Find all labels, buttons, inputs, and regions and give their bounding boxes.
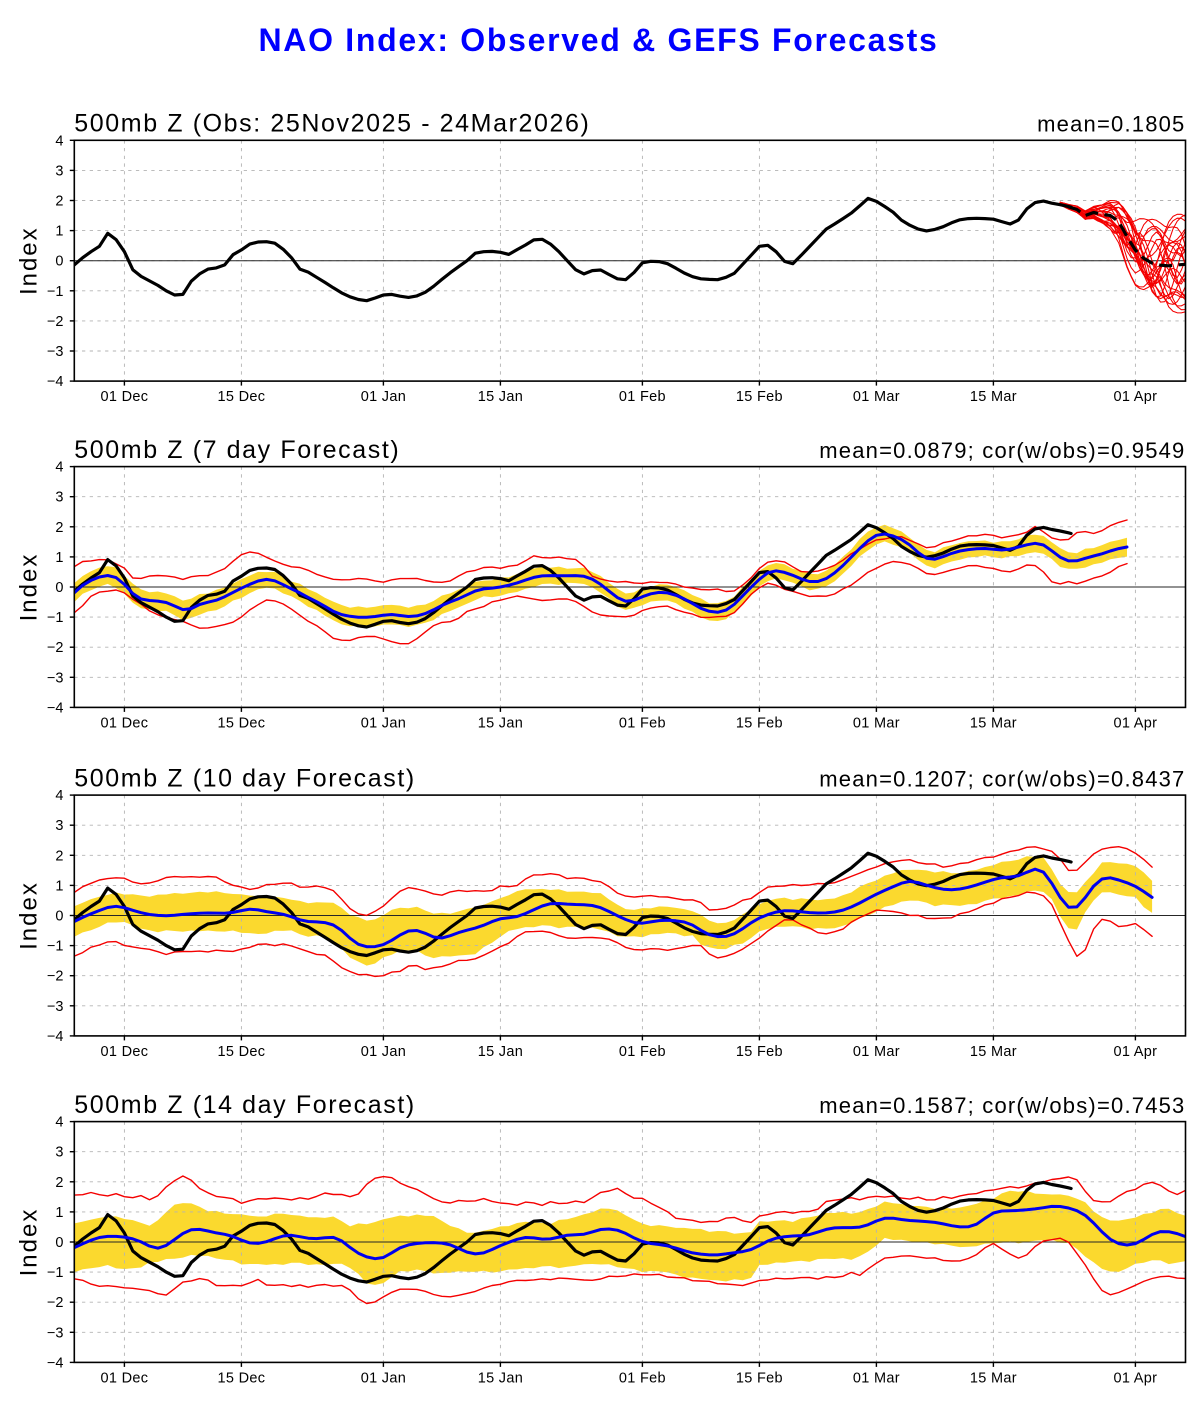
svg-text:15 Feb: 15 Feb <box>736 715 783 731</box>
svg-text:01 Jan: 01 Jan <box>361 1370 406 1386</box>
svg-text:3: 3 <box>55 490 63 506</box>
svg-text:−2: −2 <box>47 314 64 330</box>
svg-text:01 Dec: 01 Dec <box>101 1044 149 1060</box>
svg-text:3: 3 <box>55 163 63 179</box>
svg-text:01 Mar: 01 Mar <box>853 715 900 731</box>
svg-text:−1: −1 <box>47 610 64 626</box>
svg-text:15 Jan: 15 Jan <box>478 1044 523 1060</box>
svg-text:01 Feb: 01 Feb <box>619 389 666 405</box>
svg-text:15 Jan: 15 Jan <box>478 715 523 731</box>
svg-text:−1: −1 <box>47 1265 64 1281</box>
svg-text:15 Jan: 15 Jan <box>478 1370 523 1386</box>
svg-text:500mb Z (7 day Forecast): 500mb Z (7 day Forecast) <box>74 436 400 464</box>
svg-text:15 Feb: 15 Feb <box>736 389 783 405</box>
svg-text:Index: Index <box>16 226 43 295</box>
svg-text:−3: −3 <box>47 670 64 686</box>
svg-text:−3: −3 <box>47 1325 64 1341</box>
svg-text:500mb Z (Obs: 25Nov2025 - 24Ma: 500mb Z (Obs: 25Nov2025 - 24Mar2026) <box>74 110 590 138</box>
svg-text:01 Apr: 01 Apr <box>1114 389 1158 405</box>
svg-text:mean=0.0879; cor(w/obs)=0.9549: mean=0.0879; cor(w/obs)=0.9549 <box>819 438 1185 463</box>
svg-text:2: 2 <box>55 520 63 536</box>
svg-text:500mb Z (10 day Forecast): 500mb Z (10 day Forecast) <box>74 764 416 792</box>
svg-text:01 Dec: 01 Dec <box>101 715 149 731</box>
svg-text:−1: −1 <box>47 284 64 300</box>
svg-text:−3: −3 <box>47 999 64 1015</box>
svg-text:0: 0 <box>55 254 63 270</box>
svg-text:−4: −4 <box>47 374 64 390</box>
svg-text:4: 4 <box>55 1115 63 1131</box>
svg-text:15 Mar: 15 Mar <box>970 715 1017 731</box>
svg-text:15 Dec: 15 Dec <box>218 1370 266 1386</box>
svg-text:2: 2 <box>55 1175 63 1191</box>
svg-text:01 Mar: 01 Mar <box>853 389 900 405</box>
svg-text:01 Dec: 01 Dec <box>101 389 149 405</box>
svg-text:Index: Index <box>16 553 43 622</box>
svg-text:0: 0 <box>55 909 63 925</box>
svg-text:−1: −1 <box>47 939 64 955</box>
svg-text:−4: −4 <box>47 1029 64 1045</box>
svg-text:15 Mar: 15 Mar <box>970 389 1017 405</box>
svg-text:01 Feb: 01 Feb <box>619 1370 666 1386</box>
svg-text:500mb Z (14 day Forecast): 500mb Z (14 day Forecast) <box>74 1091 416 1119</box>
svg-text:15 Dec: 15 Dec <box>218 389 266 405</box>
svg-text:Index: Index <box>16 881 43 950</box>
svg-text:01 Apr: 01 Apr <box>1114 1370 1158 1386</box>
svg-text:4: 4 <box>55 133 63 149</box>
svg-text:01 Feb: 01 Feb <box>619 1044 666 1060</box>
svg-text:01 Apr: 01 Apr <box>1114 715 1158 731</box>
svg-text:01 Mar: 01 Mar <box>853 1370 900 1386</box>
svg-text:15 Feb: 15 Feb <box>736 1370 783 1386</box>
svg-text:15 Jan: 15 Jan <box>478 389 523 405</box>
svg-text:4: 4 <box>55 460 63 476</box>
svg-text:−2: −2 <box>47 640 64 656</box>
svg-text:1: 1 <box>55 878 63 894</box>
svg-text:0: 0 <box>55 580 63 596</box>
svg-text:1: 1 <box>55 224 63 240</box>
svg-text:3: 3 <box>55 818 63 834</box>
svg-text:15 Mar: 15 Mar <box>970 1370 1017 1386</box>
svg-text:mean=0.1587; cor(w/obs)=0.7453: mean=0.1587; cor(w/obs)=0.7453 <box>819 1093 1185 1118</box>
svg-text:−4: −4 <box>47 700 64 716</box>
svg-text:15 Dec: 15 Dec <box>218 1044 266 1060</box>
svg-text:mean=0.1805: mean=0.1805 <box>1037 112 1185 137</box>
svg-text:−2: −2 <box>47 969 64 985</box>
svg-text:4: 4 <box>55 788 63 804</box>
svg-text:15 Feb: 15 Feb <box>736 1044 783 1060</box>
svg-text:0: 0 <box>55 1235 63 1251</box>
svg-text:−3: −3 <box>47 344 64 360</box>
svg-text:2: 2 <box>55 848 63 864</box>
svg-text:3: 3 <box>55 1145 63 1161</box>
svg-text:01 Feb: 01 Feb <box>619 715 666 731</box>
svg-text:2: 2 <box>55 194 63 210</box>
svg-text:01 Apr: 01 Apr <box>1114 1044 1158 1060</box>
svg-text:01 Jan: 01 Jan <box>361 715 406 731</box>
svg-text:01 Jan: 01 Jan <box>361 389 406 405</box>
svg-text:01 Dec: 01 Dec <box>101 1370 149 1386</box>
svg-text:NAO Index: Observed & GEFS For: NAO Index: Observed & GEFS Forecasts <box>258 22 938 58</box>
svg-text:−4: −4 <box>47 1355 64 1371</box>
svg-text:01 Jan: 01 Jan <box>361 1044 406 1060</box>
svg-text:mean=0.1207; cor(w/obs)=0.8437: mean=0.1207; cor(w/obs)=0.8437 <box>819 766 1185 791</box>
svg-text:−2: −2 <box>47 1295 64 1311</box>
svg-text:1: 1 <box>55 550 63 566</box>
svg-text:1: 1 <box>55 1205 63 1221</box>
svg-text:15 Dec: 15 Dec <box>218 715 266 731</box>
svg-text:01 Mar: 01 Mar <box>853 1044 900 1060</box>
svg-text:Index: Index <box>16 1208 43 1277</box>
svg-text:15 Mar: 15 Mar <box>970 1044 1017 1060</box>
